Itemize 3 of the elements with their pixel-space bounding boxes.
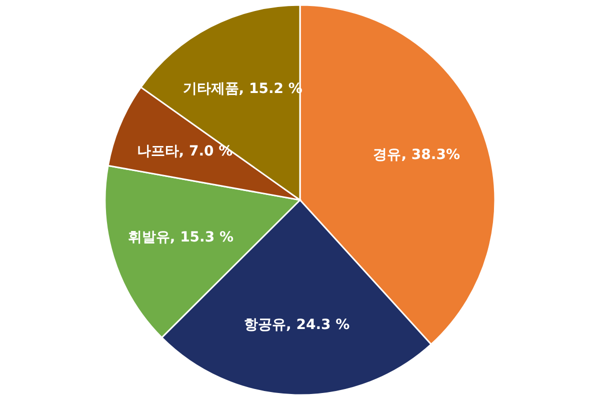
slice-label: 휘발유, 15.3 % xyxy=(128,229,234,246)
slice-label: 경유, 38.3% xyxy=(373,146,460,163)
slice-label: 항공유, 24.3 % xyxy=(244,316,350,333)
